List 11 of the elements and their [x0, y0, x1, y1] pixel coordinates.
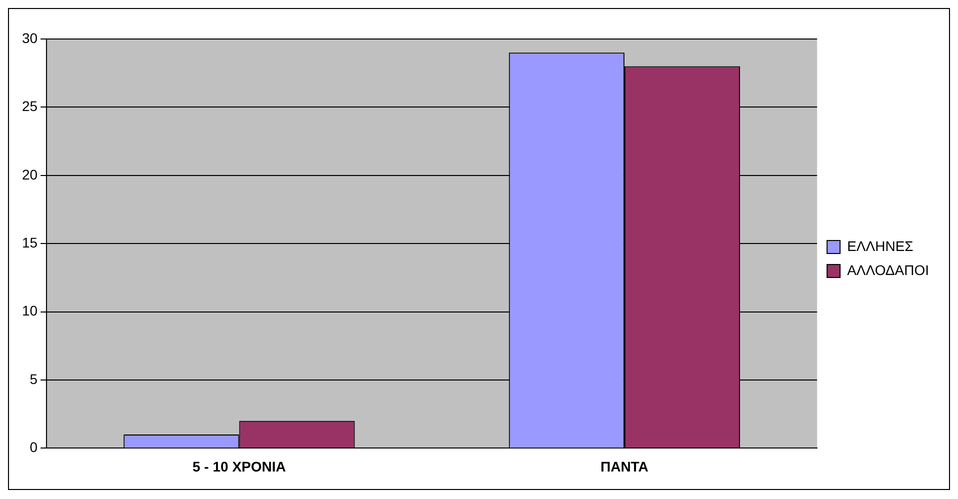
y-tick-label: 5 — [30, 370, 38, 387]
x-tick-label: ΠΑΝΤΑ — [600, 458, 648, 474]
y-tick-label: 20 — [22, 166, 38, 182]
y-tick-label: 15 — [22, 234, 38, 250]
legend-label: ΑΛΛΟΔΑΠΟΙ — [847, 262, 929, 278]
y-tick-label: 25 — [22, 98, 38, 114]
y-tick-label: 10 — [22, 302, 38, 319]
y-tick-label: 30 — [22, 30, 38, 46]
legend-label: ΕΛΛΗΝΕΣ — [847, 238, 914, 254]
x-tick-label: 5 - 10 ΧΡΟΝΙΑ — [192, 458, 286, 474]
y-tick-label: 0 — [30, 439, 38, 456]
